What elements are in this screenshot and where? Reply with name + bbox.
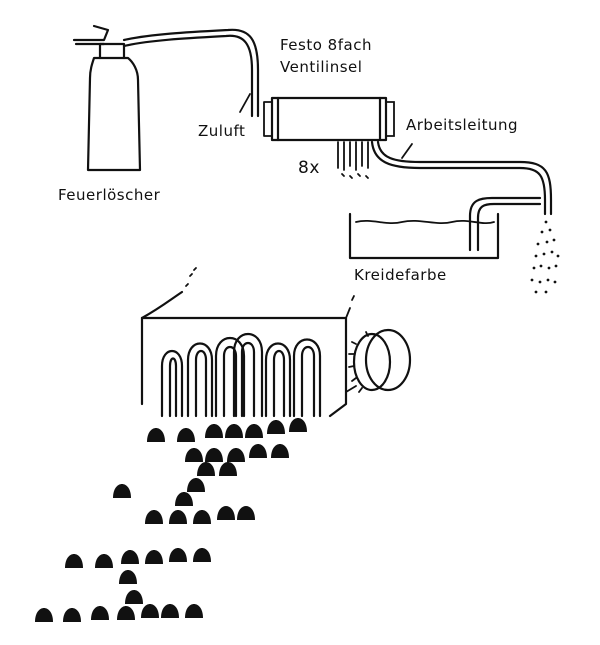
extinguisher-label: Feuerlöscher (58, 186, 161, 204)
chalk-dot (193, 548, 211, 562)
printer-machine-drawing (140, 267, 355, 418)
chalk-dot (205, 424, 223, 438)
chalk-dot (267, 420, 285, 434)
chalk-dot (147, 428, 165, 442)
chalk-dot (249, 444, 267, 458)
chalk-dot (95, 554, 113, 568)
chalk-dot (185, 448, 203, 462)
chalk-dot (205, 448, 223, 462)
fire-extinguisher-drawing (72, 24, 142, 172)
chalk-dot (271, 444, 289, 458)
gear-wheel-drawing (345, 328, 412, 393)
count-label: 8x (298, 158, 320, 178)
chalk-dot (145, 550, 163, 564)
work-line-hose (370, 140, 553, 216)
chalk-dot (225, 424, 243, 438)
chalk-dot (175, 492, 193, 506)
valve-island-label-line2: Ventilinsel (280, 58, 363, 76)
supply-label: Zuluft (198, 122, 246, 140)
chalk-dot (217, 506, 235, 520)
valve-island-label-line1: Festo 8fach (280, 36, 372, 54)
chalk-dot (227, 448, 245, 462)
chalk-dot (35, 608, 53, 622)
chalk-dot (197, 462, 215, 476)
chalk-dot (185, 604, 203, 618)
chalk-dot (289, 418, 307, 432)
chalk-dot (145, 510, 163, 524)
chalk-dot (177, 428, 195, 442)
chalk-dot (141, 604, 159, 618)
chalk-dot (161, 604, 179, 618)
chalk-dot (113, 484, 131, 498)
chalk-dot (121, 550, 139, 564)
work-line-label: Arbeitsleitung (406, 116, 519, 134)
paint-tub-drawing (348, 196, 542, 260)
chalk-paint-label: Kreidefarbe (354, 266, 447, 284)
chalk-dot (219, 462, 237, 476)
chalk-dot (193, 510, 211, 524)
chalk-dot (63, 608, 81, 622)
valve-island-drawing (263, 96, 395, 179)
chalk-dot (237, 506, 255, 520)
chalk-dot (65, 554, 83, 568)
chalk-dot (245, 424, 263, 438)
chalk-dot (187, 478, 205, 492)
supply-hose (122, 28, 260, 118)
chalk-dot (119, 570, 137, 584)
spray-mist (530, 220, 560, 294)
chalk-dot (169, 510, 187, 524)
chalk-dot (91, 606, 109, 620)
printed-dots (35, 418, 307, 622)
chalk-dot (169, 548, 187, 562)
chalk-dot (125, 590, 143, 604)
chalk-dot (117, 606, 135, 620)
